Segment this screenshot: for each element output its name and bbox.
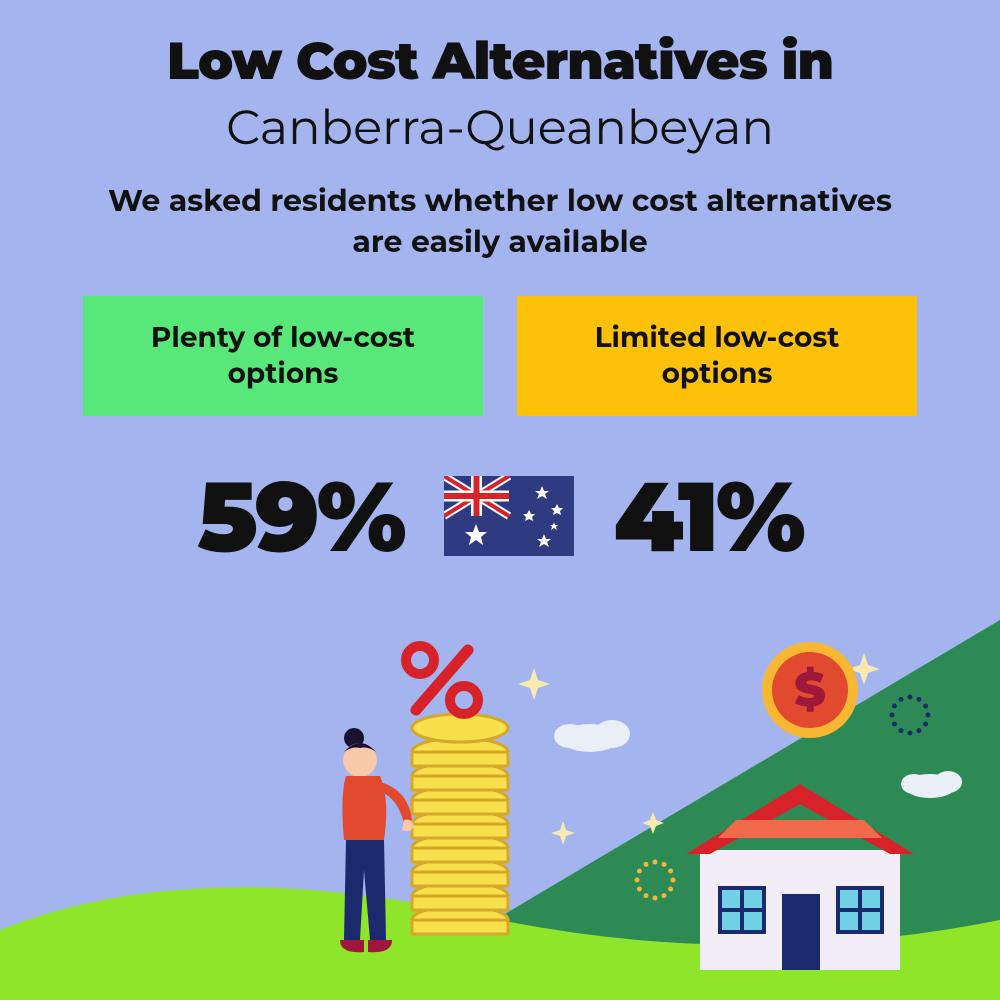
stat-right: 41% [614, 456, 803, 576]
coin-stack-icon [412, 714, 508, 934]
title-block: Low Cost Alternatives in Canberra-Queanb… [0, 0, 1000, 157]
svg-text:$: $ [794, 661, 826, 719]
infographic-canvas: Low Cost Alternatives in Canberra-Queanb… [0, 0, 1000, 1000]
option-box-limited: Limited low-cost options [517, 296, 917, 416]
option-label-plenty: Plenty of low-cost options [113, 320, 453, 393]
subtitle-text: We asked residents whether low cost alte… [90, 181, 910, 262]
stats-row: 59% [0, 456, 1000, 576]
option-label-limited: Limited low-cost options [547, 320, 887, 393]
dollar-coin-icon: $ [762, 642, 858, 738]
stat-left: 59% [197, 456, 403, 576]
title-line2: Canberra-Queanbeyan [0, 99, 1000, 157]
option-boxes: Plenty of low-cost options Limited low-c… [0, 296, 1000, 416]
australia-flag-icon [444, 476, 574, 556]
option-box-plenty: Plenty of low-cost options [83, 296, 483, 416]
decorative-illustration: $ [0, 620, 1000, 1000]
title-line1: Low Cost Alternatives in [0, 30, 1000, 93]
percent-icon [406, 646, 478, 714]
